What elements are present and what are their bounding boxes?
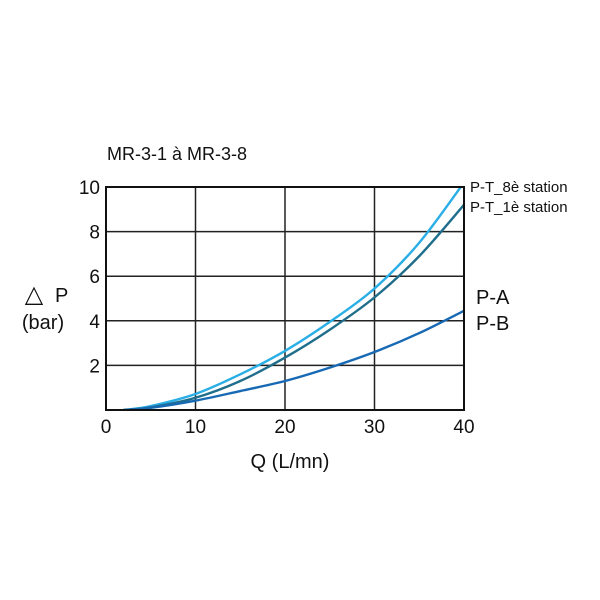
x-tick-label: 30 bbox=[364, 417, 385, 438]
x-tick-label: 0 bbox=[101, 417, 112, 438]
chart-title: MR-3-1 à MR-3-8 bbox=[107, 144, 247, 164]
legend-label-pb: P-B bbox=[476, 313, 509, 335]
y-axis-unit: (bar) bbox=[22, 312, 64, 334]
y-tick-label: 8 bbox=[89, 223, 100, 244]
y-tick-label: 10 bbox=[79, 178, 100, 199]
series-line-0 bbox=[122, 187, 463, 410]
x-tick-label: 40 bbox=[453, 417, 474, 438]
y-tick-label: 6 bbox=[89, 267, 100, 288]
legend-label-pt-1: P-T_1è station bbox=[470, 199, 568, 216]
y-tick-labels: 2 4 6 8 10 bbox=[79, 178, 101, 377]
y-axis-label: P bbox=[55, 285, 68, 307]
y-tick-label: 4 bbox=[89, 312, 100, 333]
x-axis-label: Q (L/mn) bbox=[251, 451, 330, 473]
plot-frame bbox=[105, 186, 465, 411]
x-tick-labels: 0 10 20 30 40 bbox=[101, 417, 475, 438]
series-line-2 bbox=[122, 309, 464, 410]
y-axis-symbol: △ bbox=[25, 281, 44, 308]
y-tick-label: 2 bbox=[89, 356, 100, 377]
legend-label-pt-8: P-T_8è station bbox=[470, 179, 568, 196]
legend-label-pa: P-A bbox=[476, 287, 510, 309]
x-tick-label: 20 bbox=[274, 417, 295, 438]
x-tick-label: 10 bbox=[185, 417, 206, 438]
grid bbox=[106, 187, 464, 410]
series-layer bbox=[122, 187, 464, 410]
